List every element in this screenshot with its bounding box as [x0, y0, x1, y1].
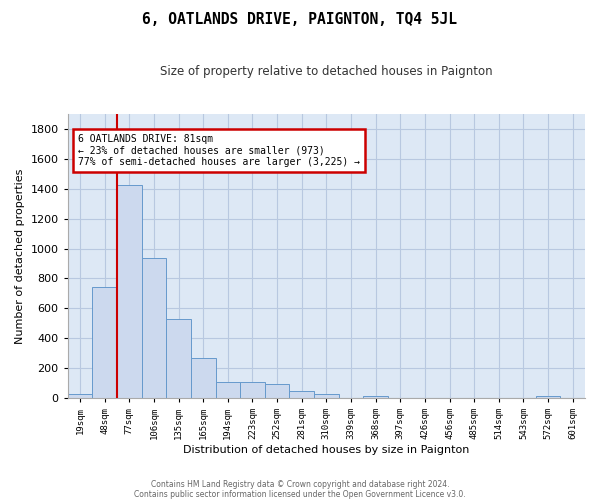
Y-axis label: Number of detached properties: Number of detached properties [15, 168, 25, 344]
Text: 6, OATLANDS DRIVE, PAIGNTON, TQ4 5JL: 6, OATLANDS DRIVE, PAIGNTON, TQ4 5JL [143, 12, 458, 28]
Bar [215, 382, 240, 398]
Bar [240, 382, 265, 398]
Bar [265, 384, 289, 398]
Title: Size of property relative to detached houses in Paignton: Size of property relative to detached ho… [160, 65, 493, 78]
Text: 6 OATLANDS DRIVE: 81sqm
← 23% of detached houses are smaller (973)
77% of semi-d: 6 OATLANDS DRIVE: 81sqm ← 23% of detache… [78, 134, 360, 167]
Bar [536, 396, 560, 398]
Bar [92, 286, 117, 398]
Bar [68, 394, 92, 398]
Bar [191, 358, 215, 398]
Bar [117, 185, 142, 398]
Bar [314, 394, 338, 398]
X-axis label: Distribution of detached houses by size in Paignton: Distribution of detached houses by size … [183, 445, 470, 455]
Bar [142, 258, 166, 398]
Bar [289, 392, 314, 398]
Bar [364, 396, 388, 398]
Bar [166, 319, 191, 398]
Text: Contains HM Land Registry data © Crown copyright and database right 2024.
Contai: Contains HM Land Registry data © Crown c… [134, 480, 466, 499]
